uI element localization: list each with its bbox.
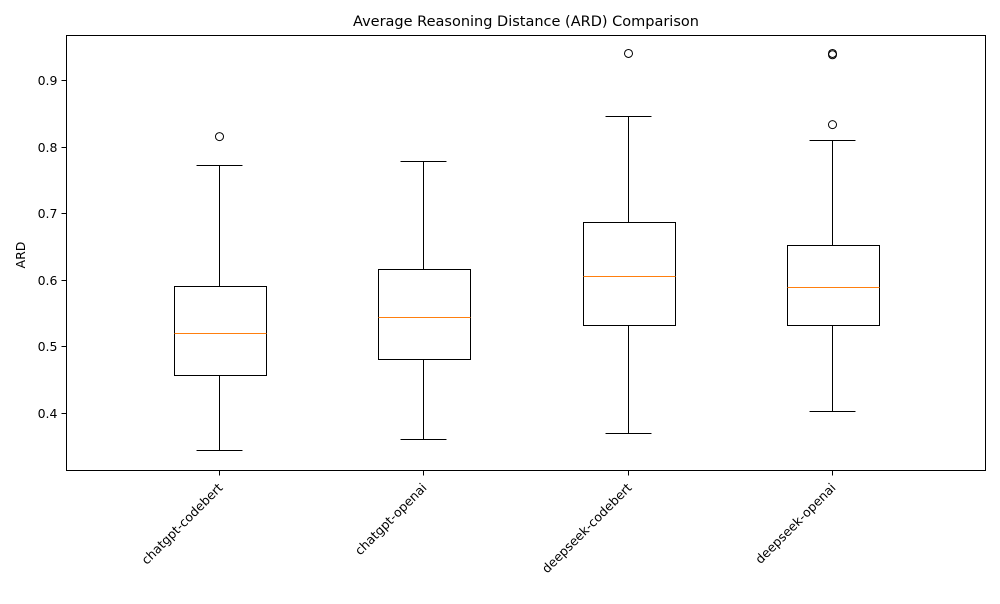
x-tick-label: deepseek-openai [752, 480, 839, 567]
y-tick-label: 0.9 [38, 73, 58, 88]
iqr-box [787, 245, 880, 326]
iqr-box [174, 286, 267, 376]
y-tick-label: 0.8 [38, 140, 58, 155]
y-axis-label: ARD [13, 242, 28, 269]
plot-area: 0.4 0.5 0.6 0.7 0.8 0.9 chatgpt-codebert chatgp… [38, 48, 880, 576]
outlier-point [828, 48, 837, 58]
chart-title: Average Reasoning Distance (ARD) Compari… [353, 14, 699, 30]
x-tick-label: deepseek-codebert [539, 480, 635, 576]
iqr-box [583, 222, 676, 326]
y-tick-label: 0.4 [38, 406, 58, 421]
outlier-point [215, 132, 224, 142]
box-deepseek-openai [787, 48, 880, 412]
box-chatgpt-codebert [174, 132, 267, 451]
outlier-point [828, 120, 837, 130]
x-tick-label: chatgpt-openai [352, 480, 430, 558]
y-tick-label: 0.6 [38, 273, 58, 288]
box-deepseek-codebert [583, 48, 676, 434]
y-tick-label: 0.5 [38, 339, 58, 354]
y-tick-label: 0.7 [38, 206, 58, 221]
iqr-box [378, 269, 471, 360]
plot-frame [66, 35, 986, 471]
box-chatgpt-openai [378, 161, 471, 440]
x-tick-label: chatgpt-codebert [138, 480, 225, 567]
outlier-point [624, 48, 633, 58]
